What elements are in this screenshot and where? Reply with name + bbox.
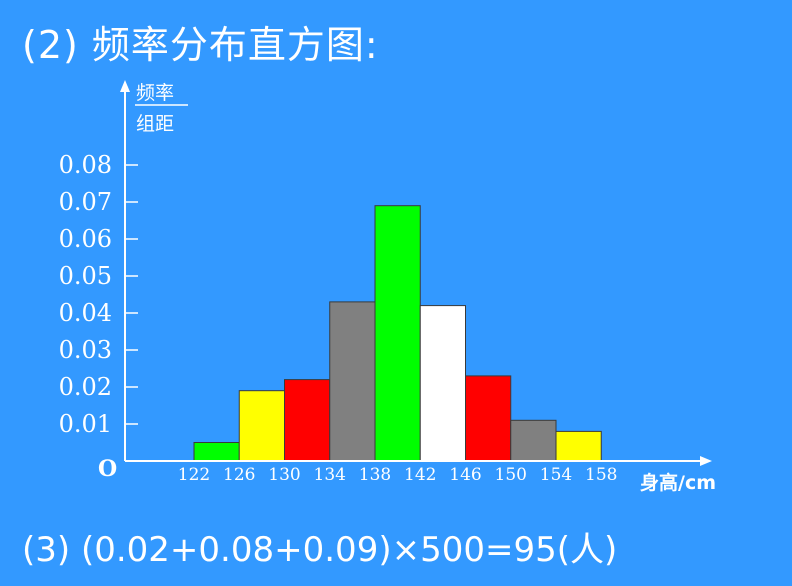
histogram-bar-138-142 [374,205,421,462]
x-tick-label: 138 [359,465,391,485]
histogram-bar-150-154 [510,419,557,462]
x-tick-label: 134 [314,465,346,485]
y-ticks: 0.01 0.02 0.03 0.04 0.05 0.06 0.07 0.08 [59,151,138,438]
calculation-formula: (3) (0.02+0.08+0.09)×500=95(人) [22,530,618,570]
x-tick-label: 126 [223,465,255,485]
y-axis-arrow [120,80,130,92]
x-axis-arrow [700,456,712,466]
histogram-bars [193,205,602,462]
histogram-bar-154-158 [555,430,602,462]
y-tick-label: 0.05 [59,262,112,290]
y-axis-label-denominator: 组距 [136,113,174,135]
x-tick-label: 150 [495,465,527,485]
histogram-bar-130-134 [284,379,331,462]
y-tick-label: 0.07 [59,188,112,216]
x-axis-label: 身高/cm [640,471,716,494]
origin-label: O [98,456,117,482]
y-tick-label: 0.04 [59,299,112,327]
x-tick-label: 158 [585,465,617,485]
x-tick-label: 122 [178,465,210,485]
page-heading: (2) 频率分布直方图: [22,23,379,67]
y-tick-label: 0.06 [59,225,112,253]
chart-axes [120,80,712,466]
histogram-bar-134-138 [329,301,376,462]
x-tick-label: 146 [449,465,481,485]
histogram-bar-146-150 [465,375,512,462]
x-tick-label: 142 [404,465,436,485]
histogram-bar-142-146 [419,305,466,462]
y-axis-label-numerator: 频率 [136,82,174,104]
y-tick-label: 0.03 [59,336,112,364]
y-tick-label: 0.02 [59,373,112,401]
x-tick-label: 130 [268,465,300,485]
histogram-bar-126-130 [238,390,285,462]
y-tick-label: 0.01 [59,410,112,438]
x-ticks: 122 126 130 134 138 142 146 150 154 158 [178,465,618,485]
x-tick-label: 154 [540,465,572,485]
y-tick-label: 0.08 [59,151,112,179]
histogram-bar-122-126 [193,442,240,462]
